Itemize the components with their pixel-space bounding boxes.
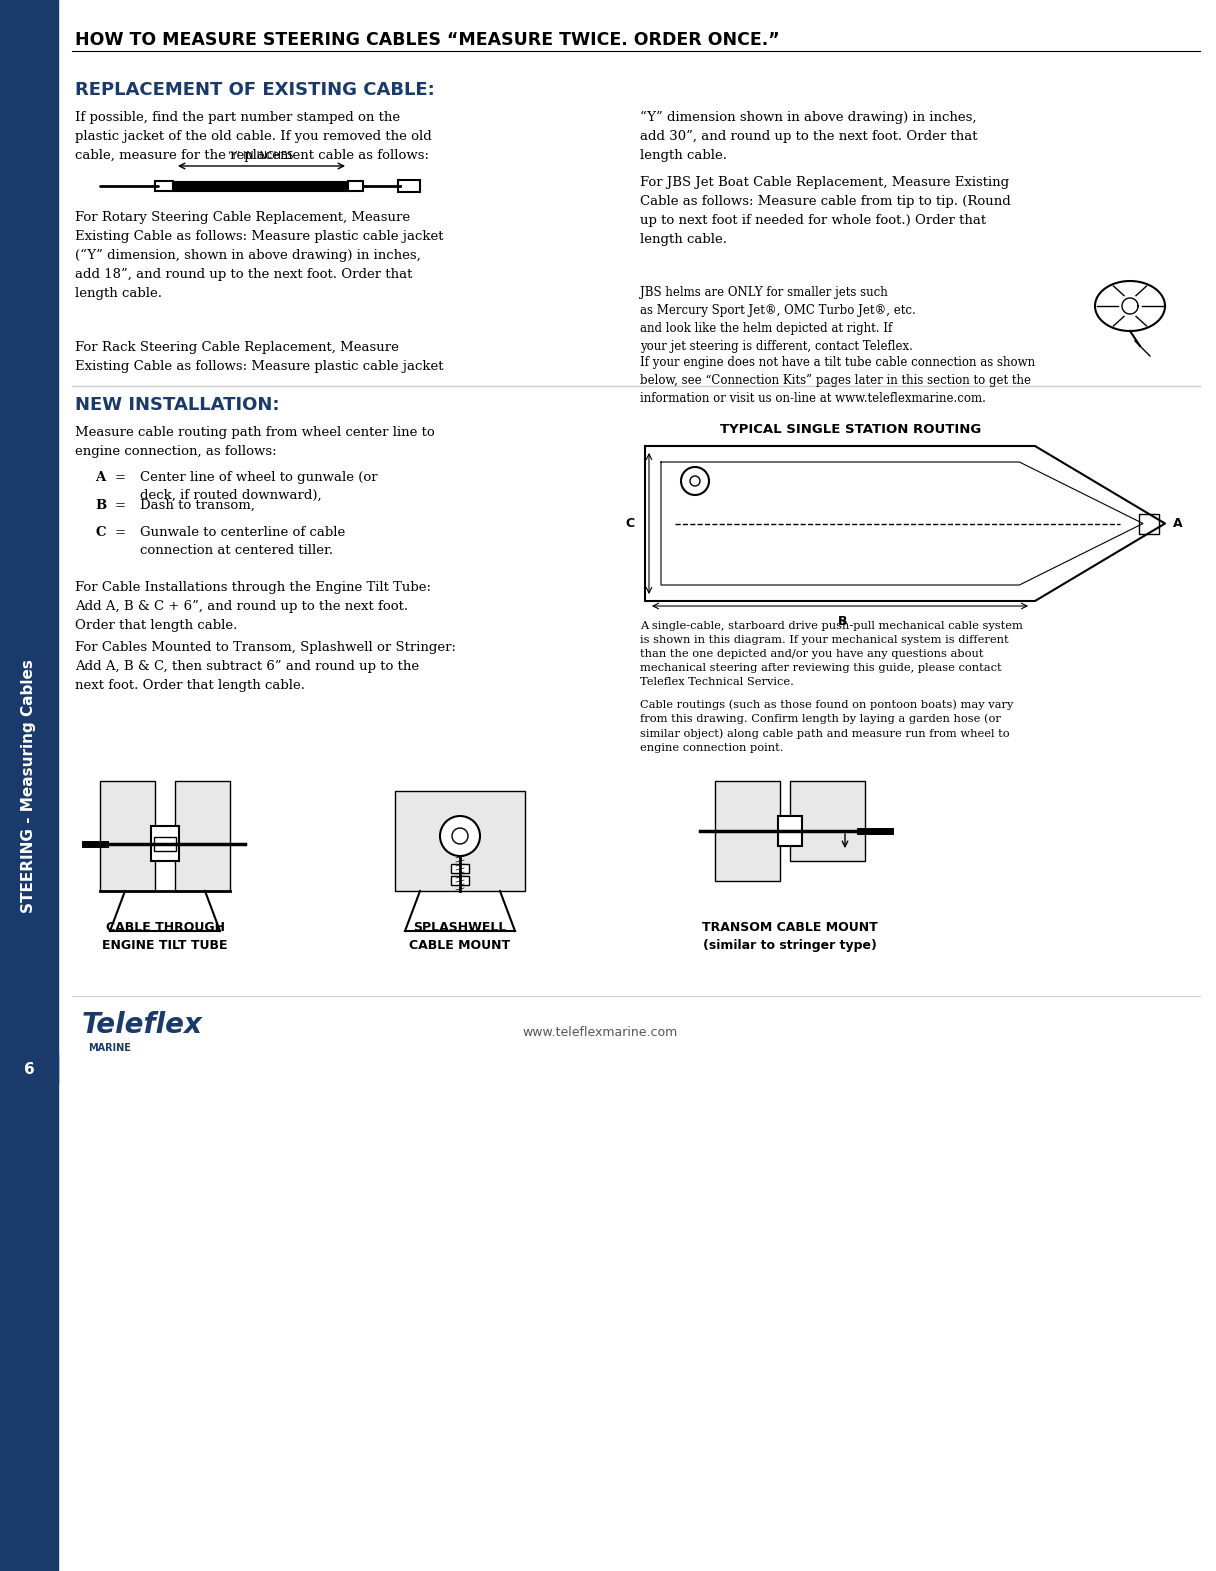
Text: Teleflex: Teleflex xyxy=(81,1012,203,1038)
Text: A single-cable, starboard drive push-pull mechanical cable system
is shown in th: A single-cable, starboard drive push-pul… xyxy=(640,621,1023,687)
Bar xyxy=(348,181,364,192)
Bar xyxy=(398,181,420,192)
Text: For Cables Mounted to Transom, Splashwell or Stringer:
Add A, B & C, then subtra: For Cables Mounted to Transom, Splashwel… xyxy=(75,641,456,691)
Text: C: C xyxy=(95,526,106,539)
Text: B: B xyxy=(838,614,848,628)
Text: JBS helms are ONLY for smaller jets such
as Mercury Sport Jet®, OMC Turbo Jet®, : JBS helms are ONLY for smaller jets such… xyxy=(640,286,916,353)
Bar xyxy=(0,0,58,1571)
Text: www.teleflexmarine.com: www.teleflexmarine.com xyxy=(523,1026,677,1038)
Circle shape xyxy=(689,476,700,485)
Text: CABLE THROUGH
ENGINE TILT TUBE: CABLE THROUGH ENGINE TILT TUBE xyxy=(102,921,227,952)
Text: A: A xyxy=(1173,517,1183,529)
Text: ‘Y’ IN INCHES: ‘Y’ IN INCHES xyxy=(229,151,293,160)
Text: Dash to transom,: Dash to transom, xyxy=(140,500,255,512)
Text: TYPICAL SINGLE STATION ROUTING: TYPICAL SINGLE STATION ROUTING xyxy=(720,423,981,437)
Text: Cable routings (such as those found on pontoon boats) may vary
from this drawing: Cable routings (such as those found on p… xyxy=(640,699,1013,753)
Text: HOW TO MEASURE STEERING CABLES “MEASURE TWICE. ORDER ONCE.”: HOW TO MEASURE STEERING CABLES “MEASURE … xyxy=(75,31,779,49)
Text: 6: 6 xyxy=(23,1062,34,1076)
Text: REPLACEMENT OF EXISTING CABLE:: REPLACEMENT OF EXISTING CABLE: xyxy=(75,82,435,99)
Text: B: B xyxy=(95,500,106,512)
Text: =: = xyxy=(116,500,126,512)
Bar xyxy=(395,792,525,891)
Text: MARINE: MARINE xyxy=(88,1043,131,1053)
Text: “Y” dimension shown in above drawing) in inches,
add 30”, and round up to the ne: “Y” dimension shown in above drawing) in… xyxy=(640,112,978,162)
Bar xyxy=(1139,514,1159,534)
Text: If possible, find the part number stamped on the
plastic jacket of the old cable: If possible, find the part number stampe… xyxy=(75,112,432,162)
Text: A: A xyxy=(95,471,106,484)
Bar xyxy=(451,864,469,873)
Bar xyxy=(778,815,803,847)
Text: SPLASHWELL
CABLE MOUNT: SPLASHWELL CABLE MOUNT xyxy=(410,921,511,952)
Bar xyxy=(151,826,179,861)
Text: Gunwale to centerline of cable
connection at centered tiller.: Gunwale to centerline of cable connectio… xyxy=(140,526,345,558)
Text: For JBS Jet Boat Cable Replacement, Measure Existing
Cable as follows: Measure c: For JBS Jet Boat Cable Replacement, Meas… xyxy=(640,176,1010,247)
Bar xyxy=(451,877,469,884)
Text: For Rotary Steering Cable Replacement, Measure
Existing Cable as follows: Measur: For Rotary Steering Cable Replacement, M… xyxy=(75,211,444,300)
Text: Center line of wheel to gunwale (or
deck, if routed downward),: Center line of wheel to gunwale (or deck… xyxy=(140,471,378,503)
Text: =: = xyxy=(116,471,126,484)
Text: For Rack Steering Cable Replacement, Measure
Existing Cable as follows: Measure : For Rack Steering Cable Replacement, Mea… xyxy=(75,341,444,372)
Bar xyxy=(0,1054,58,1084)
Text: C: C xyxy=(626,517,635,529)
Text: Measure cable routing path from wheel center line to
engine connection, as follo: Measure cable routing path from wheel ce… xyxy=(75,426,435,459)
Bar xyxy=(100,781,154,891)
Bar xyxy=(790,781,865,861)
Circle shape xyxy=(452,828,468,844)
Text: If your engine does not have a tilt tube cable connection as shown
below, see “C: If your engine does not have a tilt tube… xyxy=(640,357,1035,405)
Bar xyxy=(175,781,230,891)
Circle shape xyxy=(440,815,480,856)
Text: For Cable Installations through the Engine Tilt Tube:
Add A, B & C + 6”, and rou: For Cable Installations through the Engi… xyxy=(75,581,430,632)
Text: TRANSOM CABLE MOUNT
(similar to stringer type): TRANSOM CABLE MOUNT (similar to stringer… xyxy=(702,921,878,952)
Text: NEW INSTALLATION:: NEW INSTALLATION: xyxy=(75,396,280,415)
Text: STEERING - Measuring Cables: STEERING - Measuring Cables xyxy=(22,660,36,913)
Bar xyxy=(715,781,779,881)
Circle shape xyxy=(681,467,709,495)
Text: =: = xyxy=(116,526,126,539)
Bar xyxy=(154,181,173,192)
Bar xyxy=(154,837,176,851)
